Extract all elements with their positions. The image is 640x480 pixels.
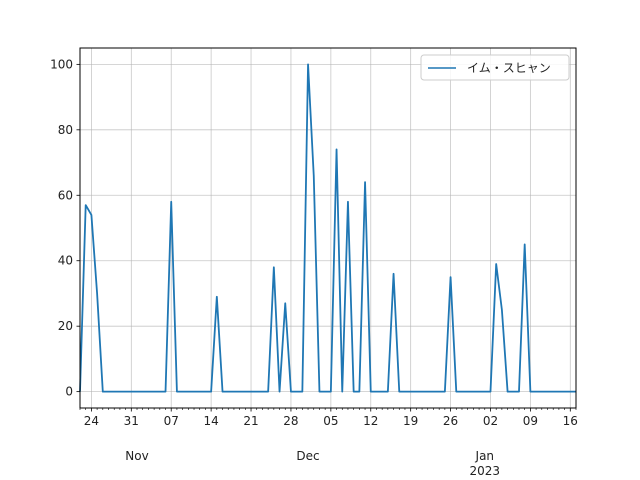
x-month-label: Jan (475, 449, 495, 463)
x-tick-label: 28 (283, 414, 298, 428)
x-tick-label: 19 (403, 414, 418, 428)
legend: イム・スヒャン (420, 54, 570, 81)
x-tick-label: 14 (203, 414, 218, 428)
x-tick-label: 09 (523, 414, 538, 428)
plot-frame (79, 47, 577, 409)
x-tick-label: 05 (323, 414, 338, 428)
y-tick-label: 60 (58, 188, 73, 202)
x-tick-label: 02 (483, 414, 498, 428)
y-tick-label: 80 (58, 123, 73, 137)
x-tick-label: 31 (124, 414, 139, 428)
x-tick-label: 26 (443, 414, 458, 428)
series-layer (79, 63, 576, 393)
x-tick-label: 07 (164, 414, 179, 428)
y-axis: 0 20 40 60 80 100 (50, 57, 80, 399)
x-tick-label: 21 (243, 414, 258, 428)
legend-box (420, 54, 570, 81)
grid-lines (80, 48, 576, 408)
y-tick-label: 0 (65, 385, 73, 399)
legend-label: イム・スヒャン (467, 61, 551, 75)
x-tick-label: 24 (84, 414, 99, 428)
y-tick-label: 100 (50, 57, 73, 71)
y-tick-label: 40 (58, 254, 73, 268)
x-year-label: 2023 (470, 464, 501, 478)
series-line (79, 63, 576, 393)
x-tick-label: 16 (563, 414, 578, 428)
y-tick-label: 20 (58, 319, 73, 333)
x-month-label: Nov (125, 449, 148, 463)
x-tick-label: 12 (363, 414, 378, 428)
x-month-label: Dec (296, 449, 319, 463)
